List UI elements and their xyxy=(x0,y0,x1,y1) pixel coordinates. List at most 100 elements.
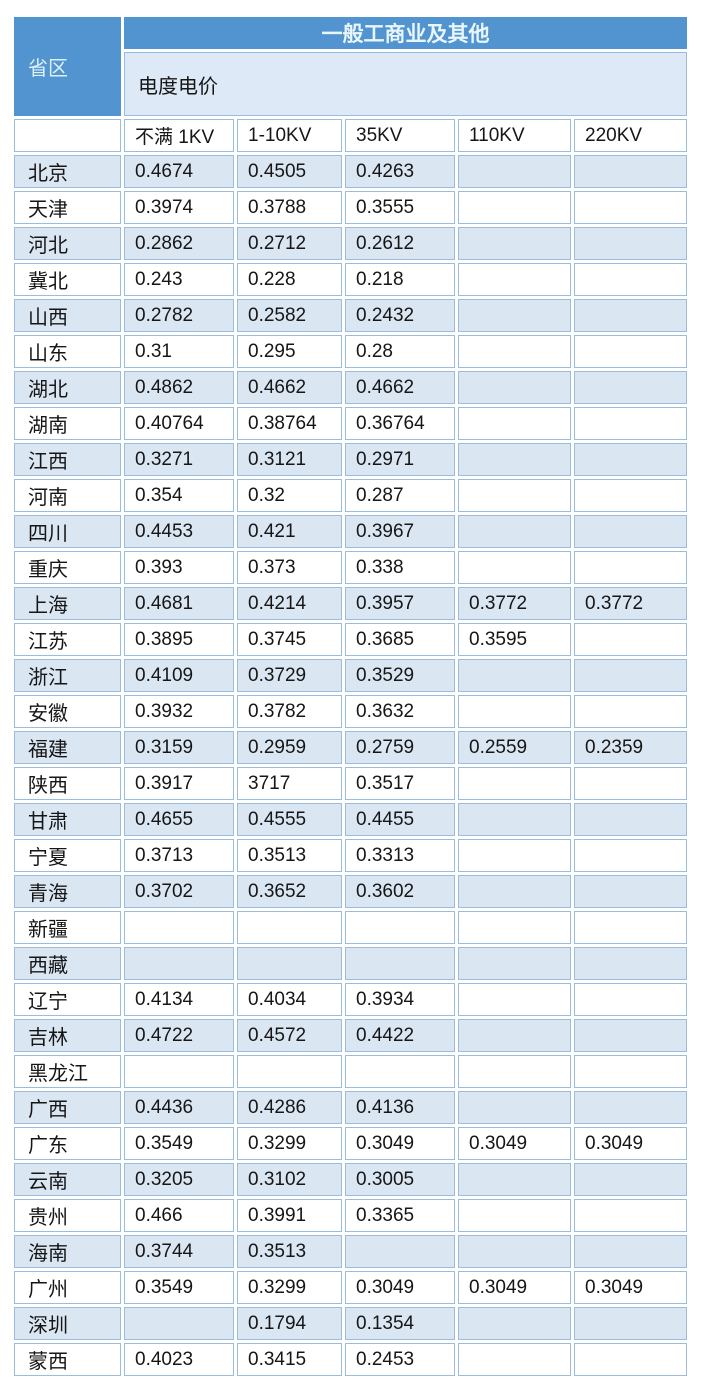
province-cell: 江西 xyxy=(14,443,121,476)
price-cell: 0.3555 xyxy=(345,191,455,224)
price-cell xyxy=(345,1235,455,1268)
price-cell xyxy=(574,767,688,800)
table-row: 江苏 0.3895 0.3745 0.3685 0.3595 xyxy=(14,623,688,656)
price-cell: 0.2862 xyxy=(124,227,234,260)
province-cell: 江苏 xyxy=(14,623,121,656)
price-cell: 0.3702 xyxy=(124,875,234,908)
province-cell: 上海 xyxy=(14,587,121,620)
province-cell: 蒙西 xyxy=(14,1343,121,1376)
price-cell: 0.3313 xyxy=(345,839,455,872)
price-cell xyxy=(574,911,688,944)
price-cell: 0.3049 xyxy=(345,1127,455,1160)
price-cell: 0.3934 xyxy=(345,983,455,1016)
price-cell: 0.3121 xyxy=(237,443,342,476)
table-row: 西藏 xyxy=(14,947,688,980)
price-cell: 0.218 xyxy=(345,263,455,296)
price-cell xyxy=(574,371,688,404)
price-cell xyxy=(574,983,688,1016)
price-cell: 0.4455 xyxy=(345,803,455,836)
price-cell: 0.4023 xyxy=(124,1343,234,1376)
price-cell xyxy=(345,911,455,944)
table-row: 浙江 0.4109 0.3729 0.3529 xyxy=(14,659,688,692)
price-cell: 0.2759 xyxy=(345,731,455,764)
province-cell: 山西 xyxy=(14,299,121,332)
table-row: 新疆 xyxy=(14,911,688,944)
price-cell: 0.3049 xyxy=(458,1271,571,1304)
table-row: 贵州 0.466 0.3991 0.3365 xyxy=(14,1199,688,1232)
price-cell: 0.3932 xyxy=(124,695,234,728)
table-body: 北京 0.4674 0.4505 0.4263 天津 0.3974 0.3788 0.3555… xyxy=(14,155,688,1376)
price-cell xyxy=(458,1019,571,1052)
price-cell xyxy=(458,1091,571,1124)
price-cell xyxy=(124,947,234,980)
price-cell: 0.3529 xyxy=(345,659,455,692)
price-cell: 0.3729 xyxy=(237,659,342,692)
price-cell xyxy=(574,479,688,512)
corner-header-province: 省区 xyxy=(14,17,121,116)
price-cell: 0.4136 xyxy=(345,1091,455,1124)
table-row: 四川 0.4453 0.421 0.3967 xyxy=(14,515,688,548)
price-cell: 0.3159 xyxy=(124,731,234,764)
price-cell xyxy=(458,227,571,260)
electricity-price-table: 省区 一般工商业及其他 电度电价 不满 1KV 1-10KV 35KV 110KV 22… xyxy=(11,14,690,1379)
price-cell xyxy=(458,551,571,584)
price-cell: 0.3595 xyxy=(458,623,571,656)
table-row: 蒙西 0.4023 0.3415 0.2453 xyxy=(14,1343,688,1376)
table-row: 辽宁 0.4134 0.4034 0.3934 xyxy=(14,983,688,1016)
province-cell: 陕西 xyxy=(14,767,121,800)
price-cell: 0.373 xyxy=(237,551,342,584)
table-row: 冀北 0.243 0.228 0.218 xyxy=(14,263,688,296)
price-cell: 0.2612 xyxy=(345,227,455,260)
price-cell xyxy=(458,263,571,296)
price-cell: 0.4263 xyxy=(345,155,455,188)
province-cell: 河北 xyxy=(14,227,121,260)
price-cell xyxy=(458,1163,571,1196)
price-cell xyxy=(458,911,571,944)
price-cell xyxy=(574,227,688,260)
table-row: 广州 0.3549 0.3299 0.3049 0.3049 0.3049 xyxy=(14,1271,688,1304)
province-cell: 安徽 xyxy=(14,695,121,728)
price-cell: 0.3745 xyxy=(237,623,342,656)
price-cell: 0.3365 xyxy=(345,1199,455,1232)
table-row: 安徽 0.3932 0.3782 0.3632 xyxy=(14,695,688,728)
price-cell: 0.4109 xyxy=(124,659,234,692)
price-cell: 0.3772 xyxy=(574,587,688,620)
page: 省区 一般工商业及其他 电度电价 不满 1KV 1-10KV 35KV 110KV 22… xyxy=(0,14,704,1392)
province-cell: 甘肃 xyxy=(14,803,121,836)
price-cell xyxy=(574,299,688,332)
price-cell xyxy=(124,1055,234,1088)
price-cell xyxy=(458,299,571,332)
price-cell xyxy=(574,1235,688,1268)
table-row: 河北 0.2862 0.2712 0.2612 xyxy=(14,227,688,260)
price-cell xyxy=(574,839,688,872)
price-cell xyxy=(458,443,571,476)
price-cell: 0.2453 xyxy=(345,1343,455,1376)
province-cell: 广西 xyxy=(14,1091,121,1124)
province-cell: 新疆 xyxy=(14,911,121,944)
price-cell: 0.36764 xyxy=(345,407,455,440)
price-cell xyxy=(574,443,688,476)
price-cell: 0.1794 xyxy=(237,1307,342,1340)
column-header: 1-10KV xyxy=(237,119,342,152)
price-cell: 0.2582 xyxy=(237,299,342,332)
price-cell: 0.2559 xyxy=(458,731,571,764)
province-cell: 湖南 xyxy=(14,407,121,440)
price-cell xyxy=(458,695,571,728)
table-row: 河南 0.354 0.32 0.287 xyxy=(14,479,688,512)
province-cell: 山东 xyxy=(14,335,121,368)
price-cell: 0.1354 xyxy=(345,1307,455,1340)
province-cell: 湖北 xyxy=(14,371,121,404)
column-header: 110KV xyxy=(458,119,571,152)
blank-corner-cell xyxy=(14,119,121,152)
price-cell: 0.3782 xyxy=(237,695,342,728)
price-cell: 0.28 xyxy=(345,335,455,368)
price-cell: 0.354 xyxy=(124,479,234,512)
price-cell: 0.3974 xyxy=(124,191,234,224)
province-cell: 西藏 xyxy=(14,947,121,980)
price-cell xyxy=(458,371,571,404)
column-header: 不满 1KV xyxy=(124,119,234,152)
price-cell: 0.3271 xyxy=(124,443,234,476)
price-cell: 0.4572 xyxy=(237,1019,342,1052)
price-cell: 0.4422 xyxy=(345,1019,455,1052)
price-cell xyxy=(458,839,571,872)
